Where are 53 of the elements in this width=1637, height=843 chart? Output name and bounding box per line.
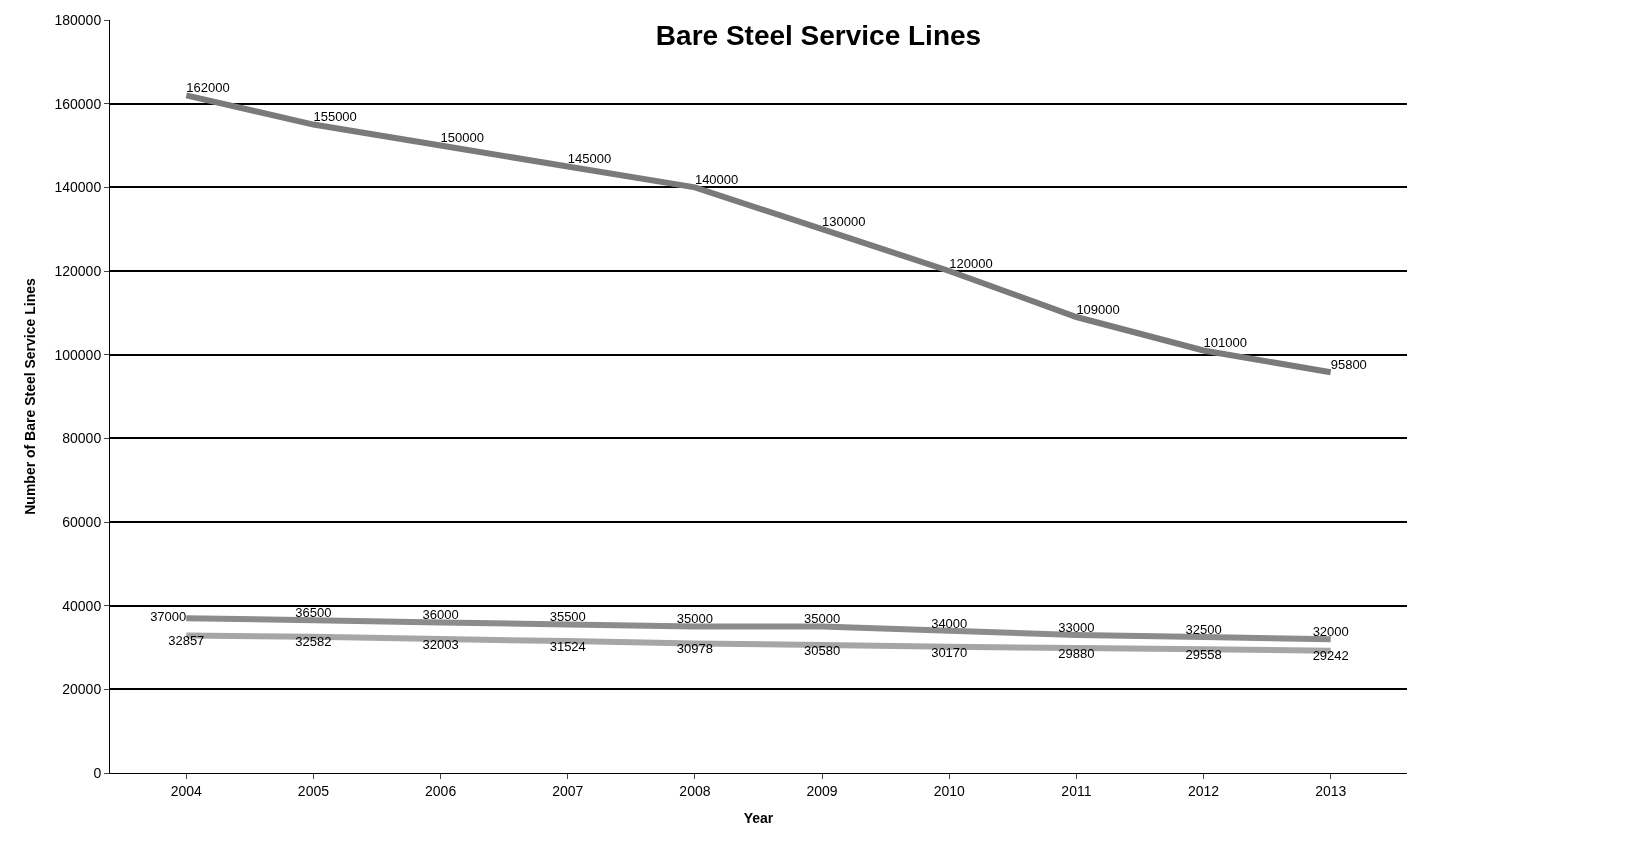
data-label: 101000 bbox=[1203, 335, 1247, 351]
data-label: 120000 bbox=[949, 255, 993, 271]
data-label: 32500 bbox=[1185, 621, 1222, 637]
x-tick-label: 2013 bbox=[1315, 782, 1347, 799]
y-tick-label: 60000 bbox=[62, 513, 102, 530]
x-tick-label: 2007 bbox=[552, 782, 584, 799]
data-label: 29880 bbox=[1058, 645, 1095, 661]
data-label: 95800 bbox=[1330, 356, 1367, 372]
data-label: 32000 bbox=[1312, 623, 1349, 639]
data-label: 30580 bbox=[804, 642, 841, 658]
data-label: 36000 bbox=[422, 607, 459, 623]
x-axis-title: Year bbox=[743, 810, 774, 827]
y-axis-title: Number of Bare Steel Service Lines bbox=[22, 278, 39, 515]
x-tick-label: 2004 bbox=[170, 782, 203, 799]
x-tick-label: 2009 bbox=[806, 782, 838, 799]
data-label: 33000 bbox=[1058, 619, 1095, 635]
data-label: 32582 bbox=[295, 634, 332, 650]
data-label: 155000 bbox=[313, 109, 357, 125]
data-label: 35500 bbox=[549, 609, 586, 625]
y-tick-label: 0 bbox=[93, 764, 102, 781]
data-label: 130000 bbox=[822, 213, 866, 229]
data-label: 30978 bbox=[676, 641, 713, 657]
y-tick-label: 160000 bbox=[54, 95, 102, 112]
data-label: 145000 bbox=[567, 151, 612, 167]
x-tick-label: 2008 bbox=[679, 782, 711, 799]
y-tick-label: 120000 bbox=[54, 262, 102, 279]
y-tick-label: 140000 bbox=[54, 179, 102, 196]
data-label: 36500 bbox=[295, 605, 332, 621]
y-tick-label: 20000 bbox=[62, 681, 102, 698]
data-label: 30170 bbox=[931, 644, 968, 660]
y-tick-label: 40000 bbox=[62, 597, 102, 614]
data-label: 29242 bbox=[1312, 648, 1349, 664]
y-tick-label: 100000 bbox=[54, 346, 102, 363]
data-label: 35000 bbox=[804, 611, 841, 627]
x-tick-label: 2011 bbox=[1061, 782, 1092, 799]
x-tick-label: 2006 bbox=[425, 782, 457, 799]
data-label: 29558 bbox=[1185, 647, 1222, 663]
data-label: 31524 bbox=[549, 638, 586, 654]
data-label: 34000 bbox=[931, 615, 968, 631]
x-tick-label: 2010 bbox=[933, 782, 966, 799]
data-label: 150000 bbox=[440, 130, 484, 146]
data-label: 140000 bbox=[694, 172, 739, 188]
data-label: 162000 bbox=[186, 80, 230, 96]
data-label: 109000 bbox=[1076, 301, 1120, 317]
data-label: 37000 bbox=[150, 609, 187, 625]
data-label: 32003 bbox=[422, 636, 459, 652]
x-tick-label: 2012 bbox=[1187, 782, 1220, 799]
y-tick-label: 180000 bbox=[54, 11, 102, 28]
x-tick-label: 2005 bbox=[297, 782, 330, 799]
chart-title: Bare Steel Service Lines bbox=[655, 19, 982, 51]
y-tick-label: 80000 bbox=[62, 430, 102, 447]
data-label: 32857 bbox=[168, 633, 205, 649]
data-label: 35000 bbox=[676, 611, 713, 627]
